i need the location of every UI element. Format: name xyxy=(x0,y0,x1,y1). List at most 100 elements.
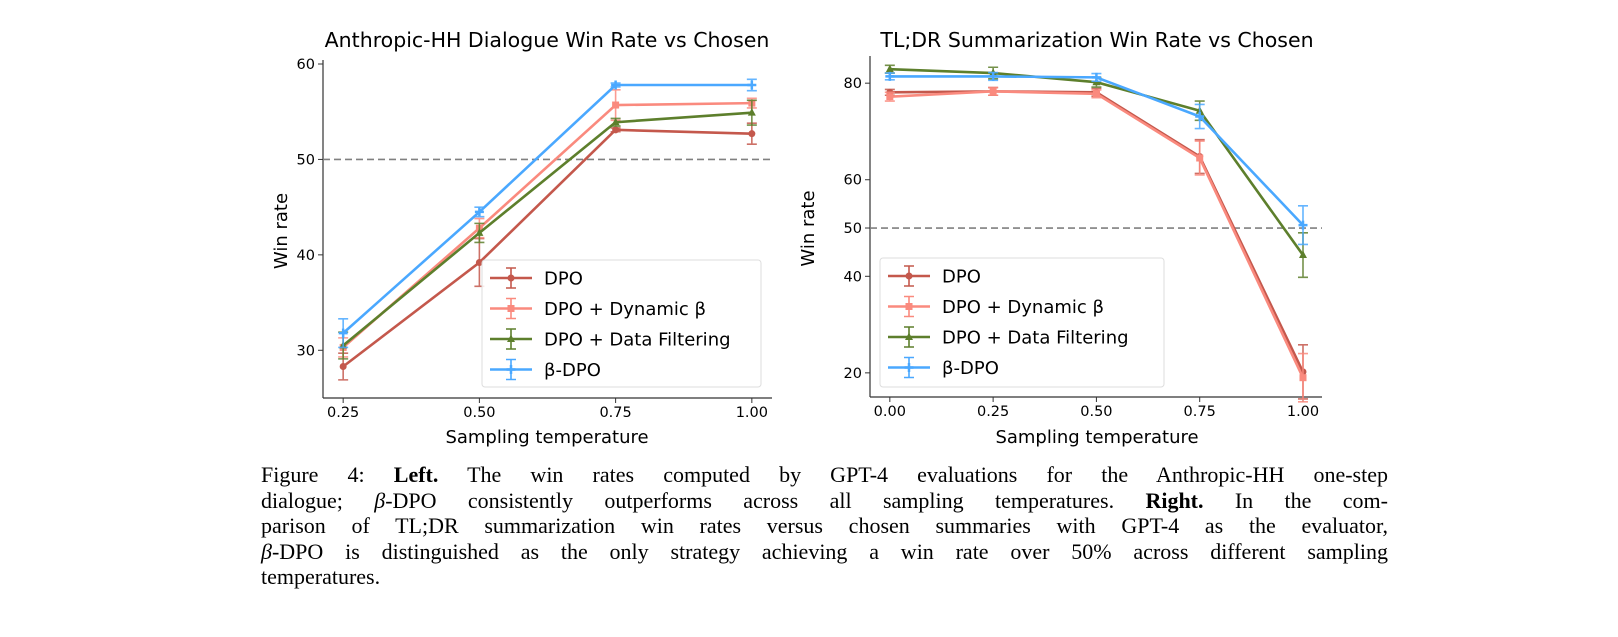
data-point xyxy=(338,328,348,338)
y-axis-label: Win rate xyxy=(798,190,819,266)
series-2 xyxy=(338,99,757,360)
data-point xyxy=(339,363,347,371)
caption-line-text: β-DPO is distinguished as the only strat… xyxy=(261,539,1388,565)
legend-entry: β-DPO xyxy=(888,356,999,379)
x-tick-label: 0.75 xyxy=(1184,404,1216,420)
series-line xyxy=(342,83,752,335)
x-tick-label: 0.50 xyxy=(1080,404,1112,420)
caption-segment: -DPO consistently outperforms across all… xyxy=(385,487,1146,513)
data-point xyxy=(885,71,895,81)
data-point xyxy=(612,101,620,109)
legend-marker xyxy=(507,274,515,282)
chart-right: TL;DR Summarization Win Rate vs Chosen Sa… xyxy=(798,28,1322,448)
caption-line-text: temperatures. xyxy=(261,564,380,590)
y-tick-label: 20 xyxy=(844,366,862,382)
data-point xyxy=(747,80,757,90)
x-tick-label: 1.00 xyxy=(1287,404,1319,420)
legend-entry: DPO + Data Filtering xyxy=(490,328,731,351)
legend-marker xyxy=(506,365,516,374)
caption-segment: Figure 4: xyxy=(261,462,394,487)
caption-line: dialogue; β-DPO consistently outperforms… xyxy=(261,488,1388,514)
legend-label: DPO + Dynamic β xyxy=(544,299,706,320)
y-tick-label: 60 xyxy=(844,173,862,189)
data-point xyxy=(1196,154,1204,162)
chart-left: Anthropic-HH Dialogue Win Rate vs Chosen… xyxy=(271,28,772,448)
legend-marker xyxy=(905,303,913,310)
x-tick-label: 0.50 xyxy=(463,405,495,421)
legend-label: β-DPO xyxy=(544,360,601,381)
legend-entry: DPO xyxy=(490,267,583,290)
data-point xyxy=(475,258,483,266)
caption-segment: In the com- xyxy=(1203,487,1388,513)
legend-entry: DPO + Dynamic β xyxy=(490,297,706,320)
data-point xyxy=(886,93,894,101)
legend-label: DPO + Dynamic β xyxy=(942,297,1104,318)
legend-label: DPO + Data Filtering xyxy=(544,330,731,351)
data-point xyxy=(475,228,484,236)
x-tick-label: 0.75 xyxy=(599,405,631,421)
legend-entry: β-DPO xyxy=(490,358,601,381)
series-3 xyxy=(338,78,757,349)
caption-line: Figure 4: Left. The win rates computed b… xyxy=(261,462,1388,488)
legend-marker xyxy=(904,363,914,372)
y-tick-label: 80 xyxy=(844,76,862,92)
caption-segment: parison of TL;DR summarization win rates… xyxy=(261,513,1388,539)
chart-title: TL;DR Summarization Win Rate vs Chosen xyxy=(879,28,1313,52)
legend-entry: DPO + Dynamic β xyxy=(888,295,1104,318)
caption-segment: β xyxy=(374,487,386,513)
data-point xyxy=(611,80,621,90)
y-tick-label: 60 xyxy=(297,57,315,73)
caption-segment: dialogue; xyxy=(261,487,375,513)
caption-segment: -DPO is distinguished as the only strate… xyxy=(271,538,1388,564)
y-tick-label: 50 xyxy=(844,221,862,237)
x-axis-label: Sampling temperature xyxy=(445,427,648,448)
y-tick-label: 30 xyxy=(297,343,315,359)
legend-marker xyxy=(905,272,913,280)
series-3 xyxy=(884,71,1308,246)
data-point xyxy=(1195,111,1205,121)
legend-label: β-DPO xyxy=(942,358,999,379)
x-axis-label: Sampling temperature xyxy=(995,427,1198,448)
caption-line: temperatures. xyxy=(261,564,1388,590)
legend-entry: DPO xyxy=(888,265,981,288)
series-line xyxy=(889,75,1304,227)
data-point xyxy=(1299,374,1307,382)
data-point xyxy=(989,87,997,95)
y-axis-label: Win rate xyxy=(271,193,292,269)
legend-marker xyxy=(905,332,913,340)
legend-label: DPO + Data Filtering xyxy=(942,328,1129,349)
series-line xyxy=(342,128,752,368)
y-tick-label: 50 xyxy=(297,152,315,168)
caption-segment: Right. xyxy=(1145,487,1204,513)
chart-title: Anthropic-HH Dialogue Win Rate vs Chosen xyxy=(325,28,770,52)
x-tick-label: 0.25 xyxy=(327,405,359,421)
data-point xyxy=(885,64,894,73)
caption-segment: Left. xyxy=(393,462,439,487)
caption-line: parison of TL;DR summarization win rates… xyxy=(261,513,1388,539)
data-point xyxy=(748,130,756,138)
legend-entry: DPO + Data Filtering xyxy=(888,326,1129,349)
legend: DPO DPO + Dynamic β DPO + Data Filtering β-… xyxy=(879,257,1165,388)
data-point xyxy=(1092,90,1100,98)
data-point xyxy=(612,126,620,134)
y-tick-label: 40 xyxy=(297,248,315,264)
data-point xyxy=(1298,250,1307,259)
caption-segment: temperatures. xyxy=(261,564,381,590)
data-point xyxy=(474,207,484,217)
data-point xyxy=(747,108,756,116)
x-tick-label: 1.00 xyxy=(736,405,768,421)
legend-box xyxy=(481,259,762,388)
x-tick-label: 0.00 xyxy=(874,404,906,420)
caption-line-text: parison of TL;DR summarization win rates… xyxy=(261,513,1388,539)
caption-line-text: dialogue; β-DPO consistently outperforms… xyxy=(261,488,1388,514)
legend-box xyxy=(879,257,1165,388)
caption-segment: The win rates computed by GPT-4 evaluati… xyxy=(438,462,1388,487)
figure-caption: Figure 4: Left. The win rates computed b… xyxy=(261,462,1388,590)
series-1 xyxy=(884,86,1308,403)
x-tick-label: 0.25 xyxy=(977,404,1009,420)
data-point xyxy=(1091,72,1101,82)
y-tick-label: 40 xyxy=(844,269,862,285)
data-point xyxy=(1298,220,1308,230)
data-point xyxy=(988,71,998,81)
